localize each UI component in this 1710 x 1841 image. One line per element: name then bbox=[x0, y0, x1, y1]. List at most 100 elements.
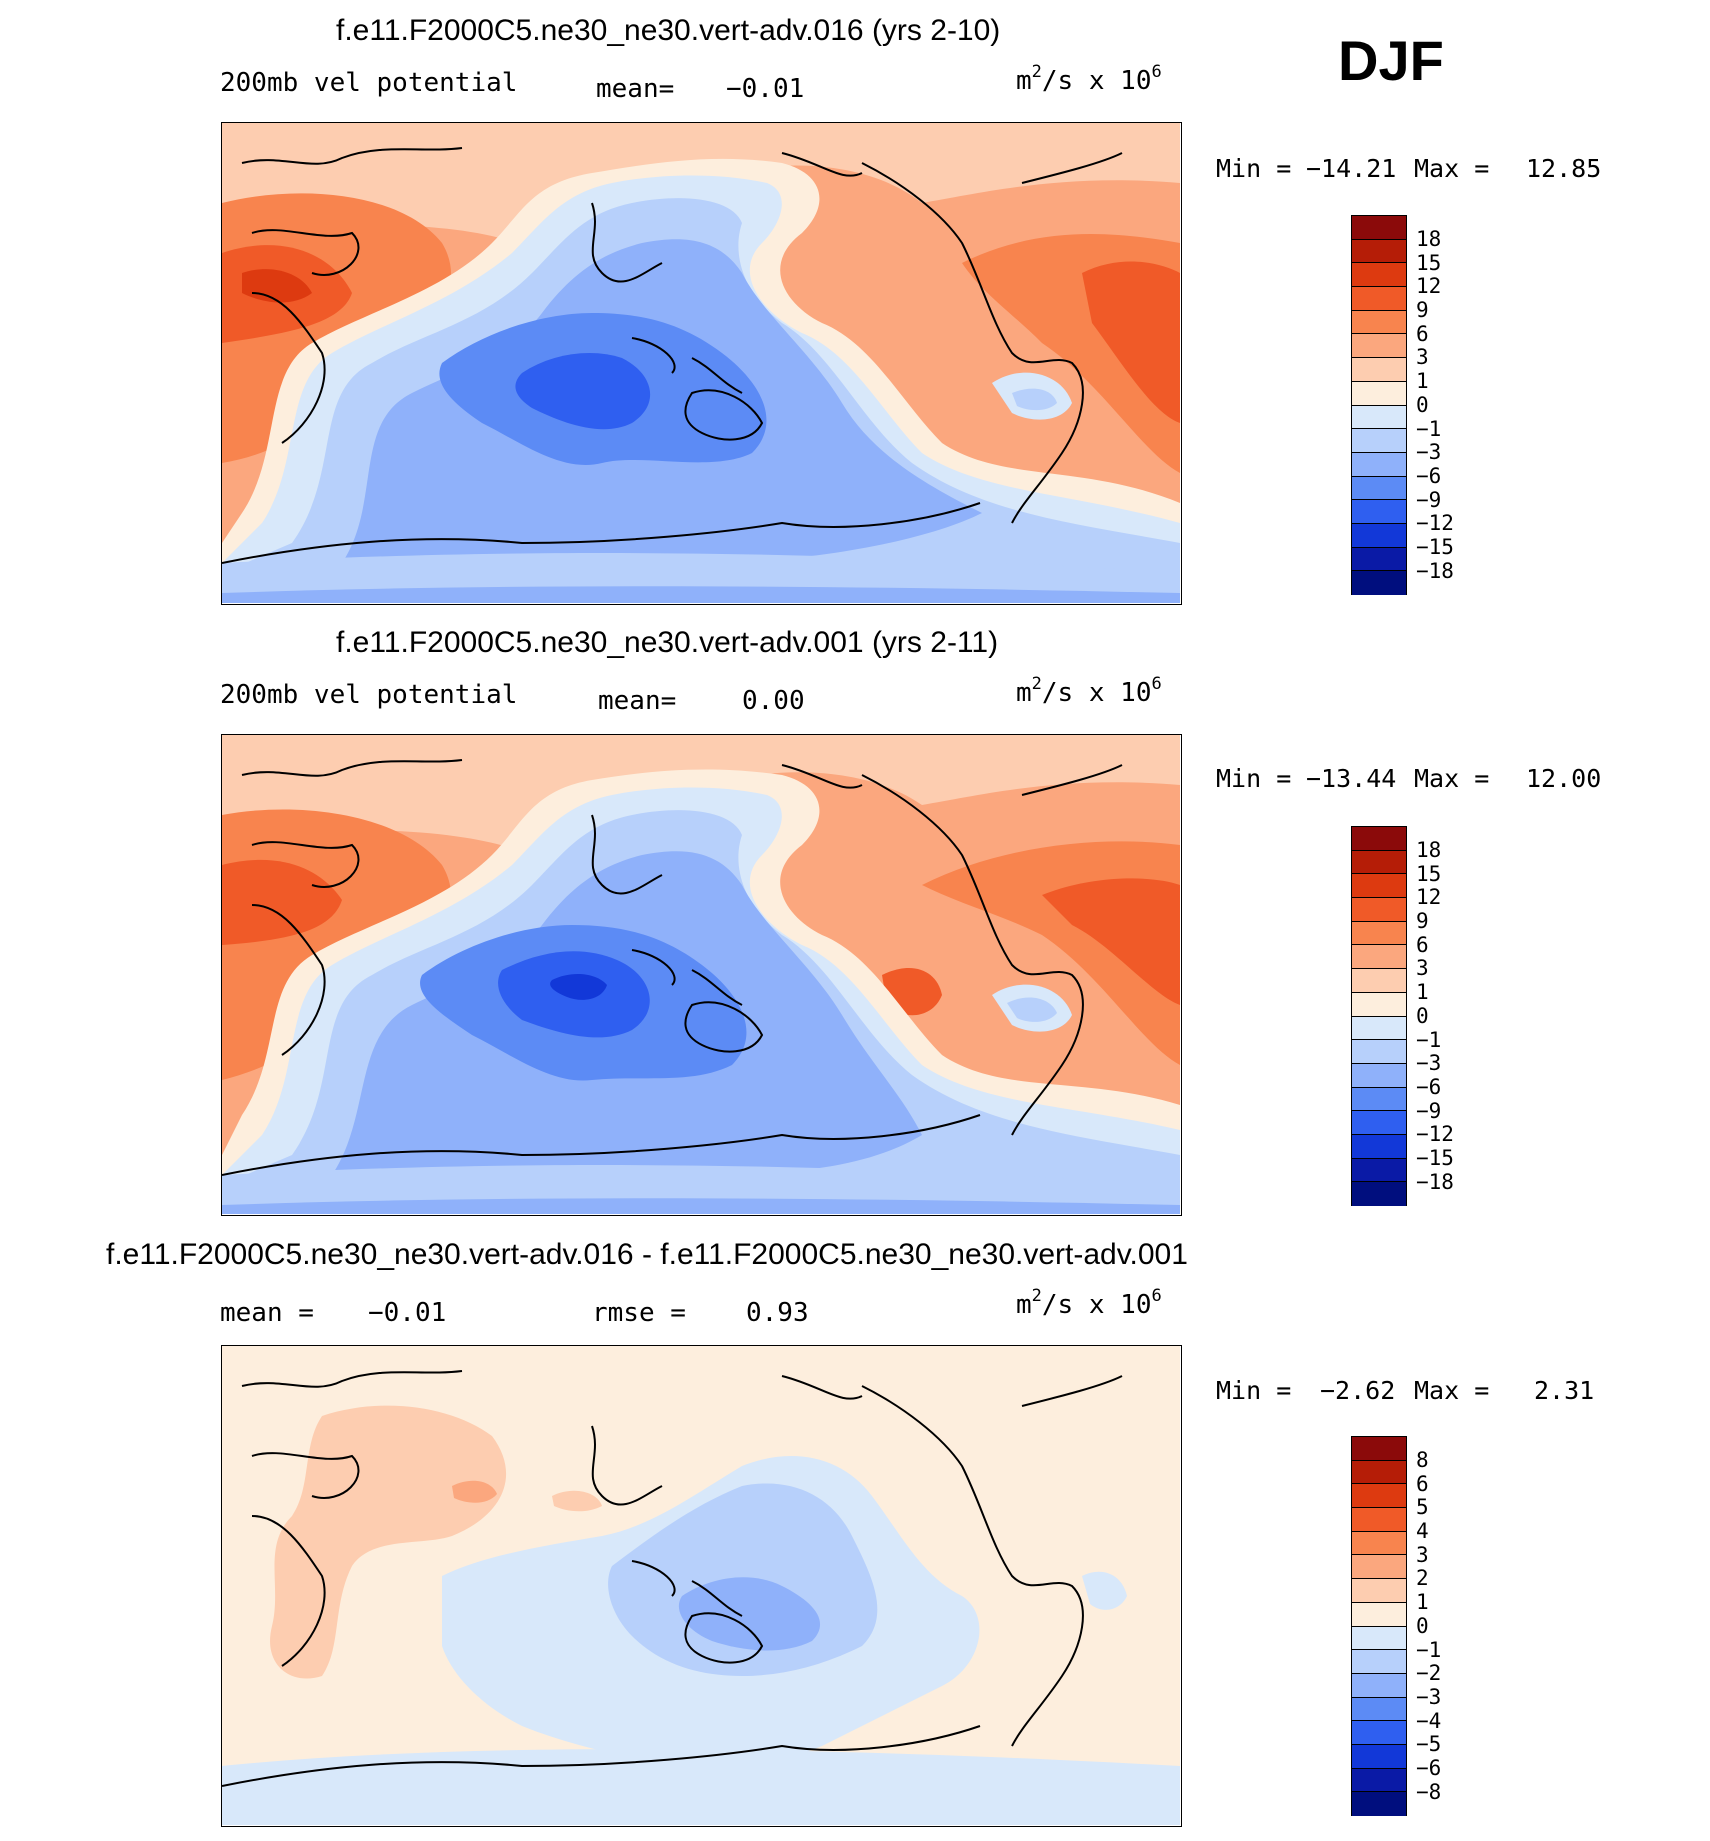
colorbar-swatch bbox=[1352, 1040, 1406, 1064]
panel-1-unit-pow: 6 bbox=[1151, 62, 1162, 82]
colorbar-label: −3 bbox=[1416, 1051, 1442, 1075]
panel-3-map-plot bbox=[222, 1346, 1180, 1825]
colorbar-swatch bbox=[1352, 381, 1406, 406]
colorbar-label: 0 bbox=[1416, 1614, 1429, 1638]
colorbar-label: 12 bbox=[1416, 274, 1442, 298]
colorbar-swatch bbox=[1352, 405, 1406, 430]
colorbar-swatch bbox=[1352, 992, 1406, 1017]
colorbar-label: 9 bbox=[1416, 909, 1429, 933]
colorbar-label: 0 bbox=[1416, 1004, 1429, 1028]
colorbar-label: 6 bbox=[1416, 322, 1429, 346]
panel-3-colorbar bbox=[1351, 1436, 1407, 1816]
panel-3-title: f.e11.F2000C5.ne30_ne30.vert-adv.016 - f… bbox=[106, 1238, 1188, 1271]
colorbar-label: −12 bbox=[1416, 511, 1454, 535]
colorbar-swatch bbox=[1352, 1673, 1406, 1698]
panel-2-map bbox=[221, 734, 1182, 1216]
colorbar-swatch bbox=[1352, 921, 1406, 946]
panel-1-title: f.e11.F2000C5.ne30_ne30.vert-adv.016 (yr… bbox=[336, 14, 1001, 47]
colorbar-swatch bbox=[1352, 523, 1406, 548]
colorbar-label: 3 bbox=[1416, 1543, 1429, 1567]
panel-1-min-value: −14.21 bbox=[1306, 154, 1397, 183]
colorbar-label: −8 bbox=[1416, 1780, 1442, 1804]
panel-2-units: m2/s x 106 bbox=[1016, 674, 1162, 708]
colorbar-label: 4 bbox=[1416, 1519, 1429, 1543]
colorbar-swatch bbox=[1352, 1768, 1406, 1793]
panel-2-unit-base: m bbox=[1016, 678, 1032, 708]
panel-1-units: m2/s x 106 bbox=[1016, 62, 1162, 96]
colorbar-swatch bbox=[1352, 898, 1406, 922]
colorbar-swatch bbox=[1352, 310, 1406, 335]
colorbar-swatch bbox=[1352, 1508, 1406, 1532]
colorbar-swatch bbox=[1352, 1063, 1406, 1088]
panel-3-rmse-label: rmse = bbox=[592, 1298, 686, 1328]
panel-3-mean-label: mean = bbox=[220, 1298, 314, 1328]
panel-1-mean-label: mean= bbox=[596, 74, 675, 104]
colorbar-swatch bbox=[1352, 429, 1406, 453]
colorbar-swatch bbox=[1352, 1134, 1406, 1159]
colorbar-label: 18 bbox=[1416, 227, 1442, 251]
colorbar-swatch bbox=[1352, 1650, 1406, 1674]
panel-3-min-label: Min = bbox=[1216, 1376, 1292, 1405]
panel-3-map bbox=[221, 1345, 1182, 1827]
panel-2-min-value: −13.44 bbox=[1306, 764, 1397, 793]
colorbar-label: 2 bbox=[1416, 1566, 1429, 1590]
colorbar-label: −6 bbox=[1416, 1075, 1442, 1099]
colorbar-label: 3 bbox=[1416, 956, 1429, 980]
panel-2-unit-mid: /s x 10 bbox=[1041, 678, 1152, 708]
colorbar-swatch bbox=[1352, 1158, 1406, 1183]
colorbar-swatch bbox=[1352, 358, 1406, 382]
colorbar-swatch bbox=[1352, 571, 1406, 595]
colorbar-label: −1 bbox=[1416, 1638, 1442, 1662]
colorbar-label: −3 bbox=[1416, 440, 1442, 464]
panel-2-colorbar bbox=[1351, 826, 1407, 1206]
colorbar-label: −6 bbox=[1416, 1756, 1442, 1780]
colorbar-label: −1 bbox=[1416, 1028, 1442, 1052]
colorbar-swatch bbox=[1352, 1437, 1406, 1461]
colorbar-label: 6 bbox=[1416, 933, 1429, 957]
colorbar-swatch bbox=[1352, 334, 1406, 359]
panel-3-unit-pow: 6 bbox=[1151, 1286, 1162, 1306]
colorbar-swatch bbox=[1352, 216, 1406, 240]
panel-1-max-label: Max = bbox=[1414, 154, 1490, 183]
colorbar-swatch bbox=[1352, 263, 1406, 288]
colorbar-label: −18 bbox=[1416, 559, 1454, 583]
panel-1-map-plot bbox=[222, 123, 1180, 603]
colorbar-label: 5 bbox=[1416, 1495, 1429, 1519]
panel-3-rmse-value: 0.93 bbox=[746, 1298, 809, 1328]
panel-2-unit-exp: 2 bbox=[1031, 674, 1042, 694]
colorbar-swatch bbox=[1352, 1602, 1406, 1627]
panel-2-max-label: Max = bbox=[1414, 764, 1490, 793]
panel-2-map-plot bbox=[222, 735, 1180, 1214]
colorbar-swatch bbox=[1352, 1555, 1406, 1580]
colorbar-label: 1 bbox=[1416, 369, 1429, 393]
colorbar-label: 18 bbox=[1416, 838, 1442, 862]
colorbar-swatch bbox=[1352, 1182, 1406, 1206]
panel-1-max-value: 12.85 bbox=[1526, 154, 1602, 183]
colorbar-label: −18 bbox=[1416, 1170, 1454, 1194]
colorbar-swatch bbox=[1352, 969, 1406, 993]
panel-2-title: f.e11.F2000C5.ne30_ne30.vert-adv.001 (yr… bbox=[336, 626, 999, 659]
colorbar-swatch bbox=[1352, 1016, 1406, 1041]
panel-3-mean-value: −0.01 bbox=[368, 1298, 447, 1328]
panel-3-units: m2/s x 106 bbox=[1016, 1286, 1162, 1320]
panel-2-mean-value: 0.00 bbox=[742, 686, 805, 716]
colorbar-label: −15 bbox=[1416, 1146, 1454, 1170]
colorbar-label: 15 bbox=[1416, 251, 1442, 275]
panel-1-field-label: 200mb vel potential bbox=[220, 68, 518, 98]
colorbar-label: −15 bbox=[1416, 535, 1454, 559]
colorbar-label: −5 bbox=[1416, 1732, 1442, 1756]
panel-3-unit-base: m bbox=[1016, 1290, 1032, 1320]
colorbar-swatch bbox=[1352, 1111, 1406, 1135]
panel-2-max-value: 12.00 bbox=[1526, 764, 1602, 793]
panel-1-min-label: Min = bbox=[1216, 154, 1292, 183]
panel-1-colorbar bbox=[1351, 215, 1407, 595]
colorbar-swatch bbox=[1352, 1531, 1406, 1556]
colorbar-swatch bbox=[1352, 1626, 1406, 1651]
colorbar-label: −9 bbox=[1416, 1099, 1442, 1123]
colorbar-swatch bbox=[1352, 1697, 1406, 1722]
panel-1-unit-exp: 2 bbox=[1031, 62, 1042, 82]
colorbar-swatch bbox=[1352, 1579, 1406, 1603]
colorbar-label: 12 bbox=[1416, 885, 1442, 909]
season-label: DJF bbox=[1338, 29, 1444, 92]
panel-2-field-label: 200mb vel potential bbox=[220, 680, 518, 710]
